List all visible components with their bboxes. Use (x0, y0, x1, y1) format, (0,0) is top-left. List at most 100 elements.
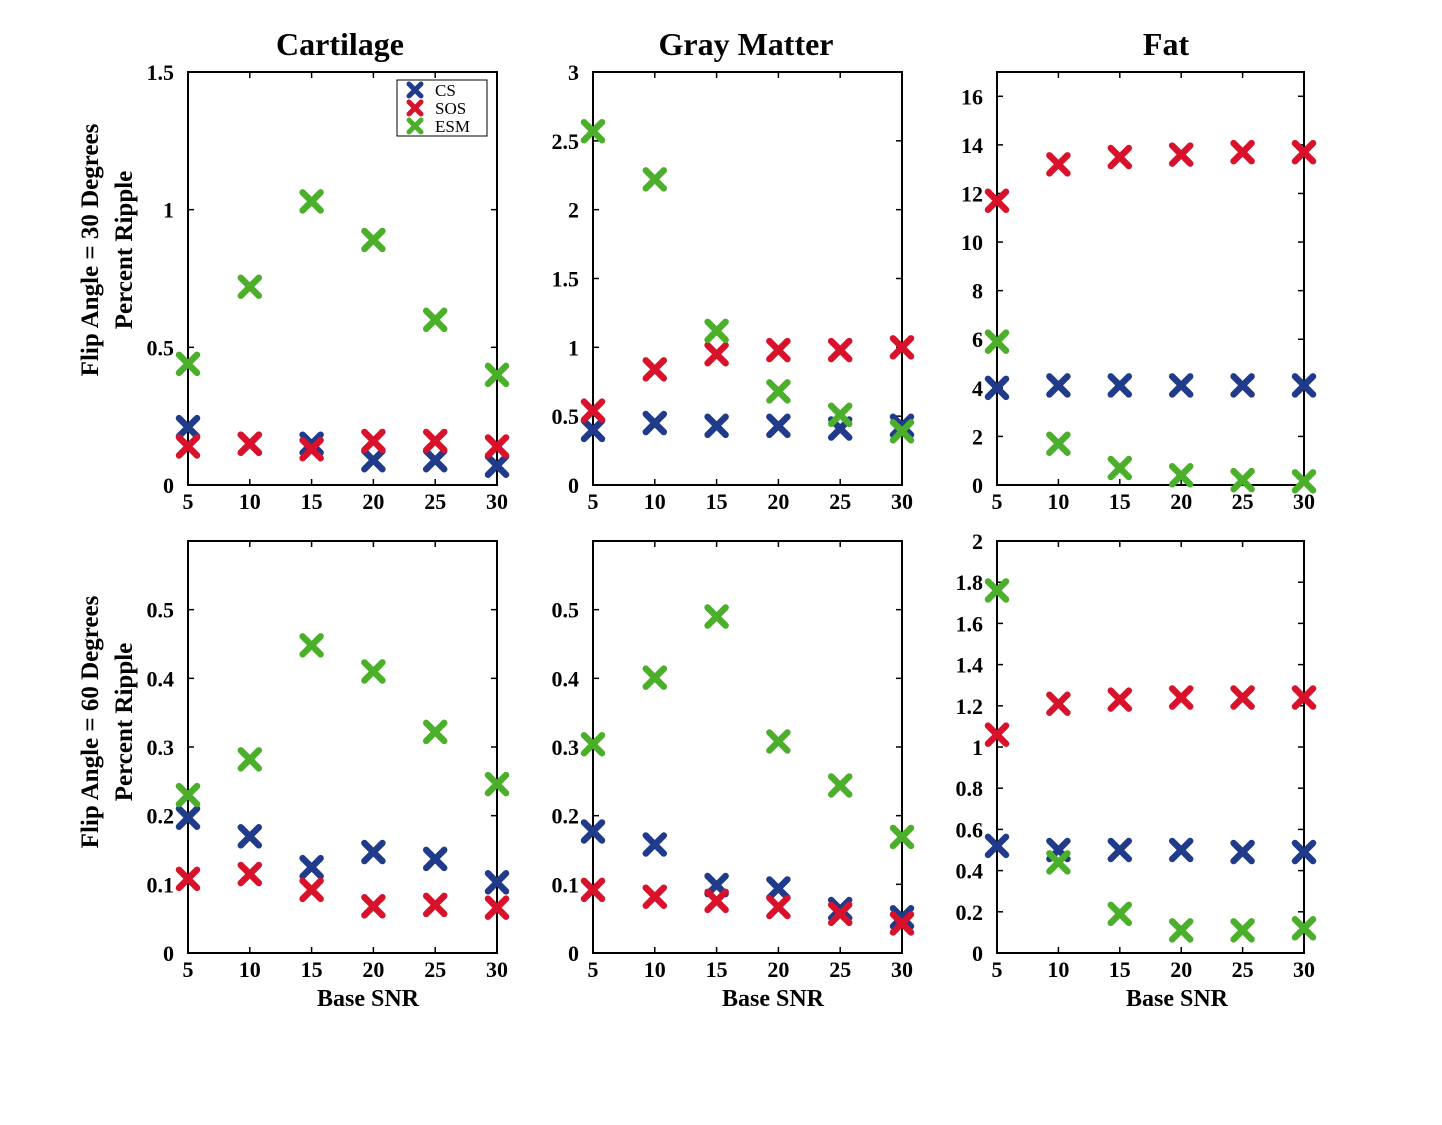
point-esm (299, 633, 324, 658)
x-tick-label: 15 (301, 489, 323, 514)
y-tick-label: 2.5 (552, 129, 580, 154)
point-esm (704, 604, 729, 629)
x-tick-label: 10 (644, 957, 666, 982)
x-tick-label: 5 (183, 489, 194, 514)
axes-frame (592, 71, 903, 486)
y-tick-label: 0.2 (956, 900, 984, 925)
point-sos (1107, 144, 1133, 170)
panel-fat-30: 0 2 4 6 8 10 12 14 16 5 10 15 20 25 30 (961, 71, 1317, 514)
x-tick-label: 20 (767, 957, 789, 982)
x-tick-label: 30 (1293, 957, 1315, 982)
point-sos (704, 888, 729, 914)
point-cs (766, 876, 791, 901)
panel-gray-matter-30: 0 0.5 1 1.5 2 2.5 3 5 10 15 20 25 30 (552, 60, 915, 514)
point-cs (1230, 839, 1255, 865)
point-esm (299, 189, 324, 214)
point-esm (1046, 431, 1071, 456)
x-tick-label: 20 (767, 489, 789, 514)
column-title-fat: Fat (1143, 26, 1190, 62)
x-tick-label: 20 (1170, 489, 1192, 514)
point-sos (984, 188, 1010, 214)
point-cs (175, 414, 201, 440)
point-esm (889, 419, 915, 444)
y-tick-label: 1 (972, 735, 983, 760)
point-sos (1046, 691, 1071, 716)
x-tick-label: 10 (1047, 957, 1069, 982)
point-esm (484, 362, 510, 388)
point-esm (1107, 455, 1133, 481)
y-tick-label: 1.2 (956, 694, 984, 719)
x-tick-label: 5 (183, 957, 194, 982)
point-sos (889, 335, 915, 360)
row-label-top-line1: Flip Angle = 30 Degrees (77, 123, 104, 376)
point-cs (766, 413, 791, 439)
point-cs (1230, 373, 1255, 398)
column-title-cartilage: Cartilage (276, 26, 404, 62)
y-tick-label: 0.3 (552, 735, 580, 760)
point-esm (642, 167, 668, 192)
point-sos (422, 428, 448, 454)
point-sos (361, 428, 386, 454)
point-esm (1107, 901, 1133, 927)
panel-fat-60: 00.20.40.60.811.21.41.61.825 10 15 20 25 30 (956, 529, 1317, 982)
y-tick-label: 16 (961, 84, 983, 109)
panel-gray-matter-60: 0 0.1 0.2 0.3 0.4 0.5 5 10 15 20 25 30 (552, 540, 915, 982)
y-tick-label: 4 (972, 376, 983, 401)
point-cs (827, 896, 853, 922)
y-tick-label: 0.2 (552, 804, 580, 829)
x-tick-label: 5 (588, 957, 599, 982)
y-tick-label: 0.4 (552, 666, 580, 691)
point-sos (642, 884, 668, 909)
point-sos (1291, 139, 1317, 165)
x-tick-label: 30 (486, 489, 508, 514)
point-cs (642, 832, 668, 857)
point-cs (361, 447, 386, 473)
axes-frame (187, 540, 498, 954)
point-sos (484, 434, 510, 459)
y-tick-label: 14 (961, 133, 983, 158)
point-esm (827, 773, 853, 798)
legend-marker-sos (406, 99, 424, 117)
point-esm (1230, 467, 1255, 493)
row-label-top: Flip Angle = 30 Degrees Percent Ripple (77, 123, 138, 376)
x-tick-label: 30 (486, 957, 508, 982)
y-tick-label: 8 (972, 279, 983, 304)
xlabel-gray-matter: Base SNR (722, 986, 825, 1012)
point-sos (175, 866, 201, 892)
x-tick-label: 25 (1232, 957, 1254, 982)
x-tick-label: 10 (644, 489, 666, 514)
x-tick-label: 25 (829, 489, 851, 514)
point-esm (1046, 850, 1071, 875)
y-tick-label: 2 (972, 424, 983, 449)
point-esm (889, 824, 915, 850)
point-cs (889, 413, 915, 439)
x-tick-label: 15 (706, 489, 728, 514)
y-tick-label: 2 (568, 198, 579, 223)
point-cs (1107, 837, 1133, 863)
point-esm (766, 379, 791, 404)
point-cs (642, 410, 668, 436)
point-sos (484, 895, 510, 920)
x-tick-label: 10 (1047, 489, 1069, 514)
point-cs (580, 819, 606, 844)
x-tick-label: 5 (588, 489, 599, 514)
y-tick-label: 0.2 (147, 804, 175, 829)
point-sos (1168, 142, 1194, 167)
point-sos (1168, 685, 1194, 710)
y-tick-label: 0 (972, 473, 983, 498)
x-tick-label: 15 (1109, 957, 1131, 982)
y-tick-label: 0.4 (956, 859, 984, 884)
point-sos (1230, 139, 1255, 165)
x-tick-label: 20 (1170, 957, 1192, 982)
point-sos (361, 894, 386, 919)
x-tick-label: 25 (829, 957, 851, 982)
y-tick-label: 12 (961, 181, 983, 206)
point-sos (237, 431, 263, 456)
point-esm (175, 782, 201, 808)
legend-label-cs: CS (435, 81, 456, 100)
point-cs (1107, 373, 1133, 398)
y-tick-label: 0 (163, 473, 174, 498)
legend-marker-cs (406, 81, 424, 99)
point-sos (175, 434, 201, 459)
